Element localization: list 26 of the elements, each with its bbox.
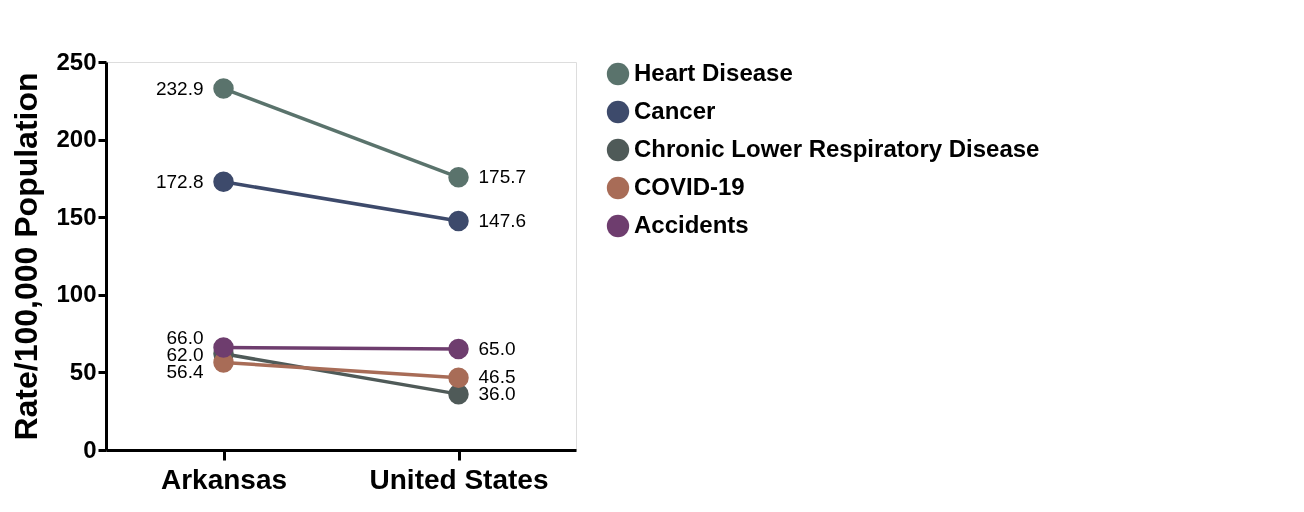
data-label: 232.9 [155,77,204,99]
point [448,210,469,232]
legend-label: Heart Disease [634,59,793,86]
y-tick-label: 100 [56,280,97,308]
point [213,337,234,358]
legend-label: Accidents [634,211,749,238]
point [448,338,469,360]
point [213,78,234,99]
y-tick-label: 200 [56,125,97,153]
y-tick-label: 150 [56,202,97,230]
data-label: 65.0 [478,338,516,360]
data-label: 147.6 [478,209,527,231]
y-axis-title: Rate/100,000 Population [8,72,45,441]
legend-label: COVID-19 [634,173,745,200]
point [448,367,469,389]
legend-label: Chronic Lower Respiratory Disease [634,135,1040,162]
point [213,171,234,193]
point [448,167,469,188]
data-label: 175.7 [478,166,527,188]
x-tick-label: United States [369,463,549,495]
legend-label: Cancer [634,97,716,124]
x-tick-label: Arkansas [160,463,288,495]
y-tick-label: 50 [69,357,97,385]
data-label: 172.8 [155,170,204,192]
y-tick-label: 0 [83,435,97,463]
y-tick-label: 250 [56,47,97,75]
